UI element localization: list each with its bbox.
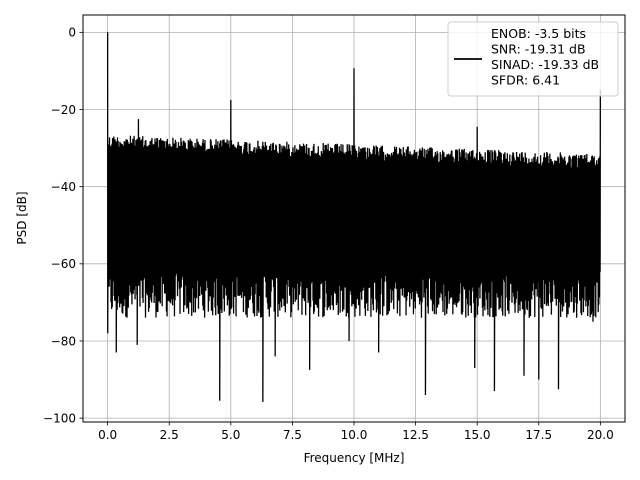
- x-tick-label: 20.0: [587, 428, 614, 442]
- y-tick-label: −80: [51, 334, 76, 348]
- y-tick-label: −20: [51, 103, 76, 117]
- psd-series-line: [106, 32, 602, 402]
- legend-label-line: ENOB: -3.5 bits: [491, 26, 586, 41]
- x-tick-label: 0.0: [98, 428, 117, 442]
- y-tick-label: 0: [68, 26, 76, 40]
- x-tick-label: 15.0: [464, 428, 491, 442]
- x-tick-label: 12.5: [402, 428, 429, 442]
- x-tick-label: 7.5: [283, 428, 302, 442]
- x-tick-label: 5.0: [221, 428, 240, 442]
- x-axis-label: Frequency [MHz]: [304, 451, 405, 465]
- y-tick-label: −60: [51, 257, 76, 271]
- ticks: 0.0 2.5 5.0 7.5 10.0 12.5 15.0 17.5 20.0 0 −20 −40 −…: [43, 26, 614, 442]
- legend-box: [447, 21, 619, 97]
- y-tick-label: −40: [51, 180, 76, 194]
- legend-label: ENOB: -3.5 bits SNR: -19.31 dB SINAD: -19.…: [491, 26, 599, 88]
- legend: ENOB: -3.5 bits SNR: -19.31 dB SINAD: -19.…: [447, 21, 619, 97]
- legend-label-line: SNR: -19.31 dB: [491, 42, 586, 57]
- x-tick-label: 10.0: [341, 428, 368, 442]
- x-tick-label: 2.5: [160, 428, 179, 442]
- x-tick-label: 17.5: [525, 428, 552, 442]
- y-tick-label: −100: [43, 411, 76, 425]
- y-axis-label: PSD [dB]: [15, 191, 29, 244]
- plot-area: [106, 32, 602, 402]
- legend-label-line: SFDR: 6.41: [491, 73, 560, 88]
- legend-label-line: SINAD: -19.33 dB: [491, 57, 599, 72]
